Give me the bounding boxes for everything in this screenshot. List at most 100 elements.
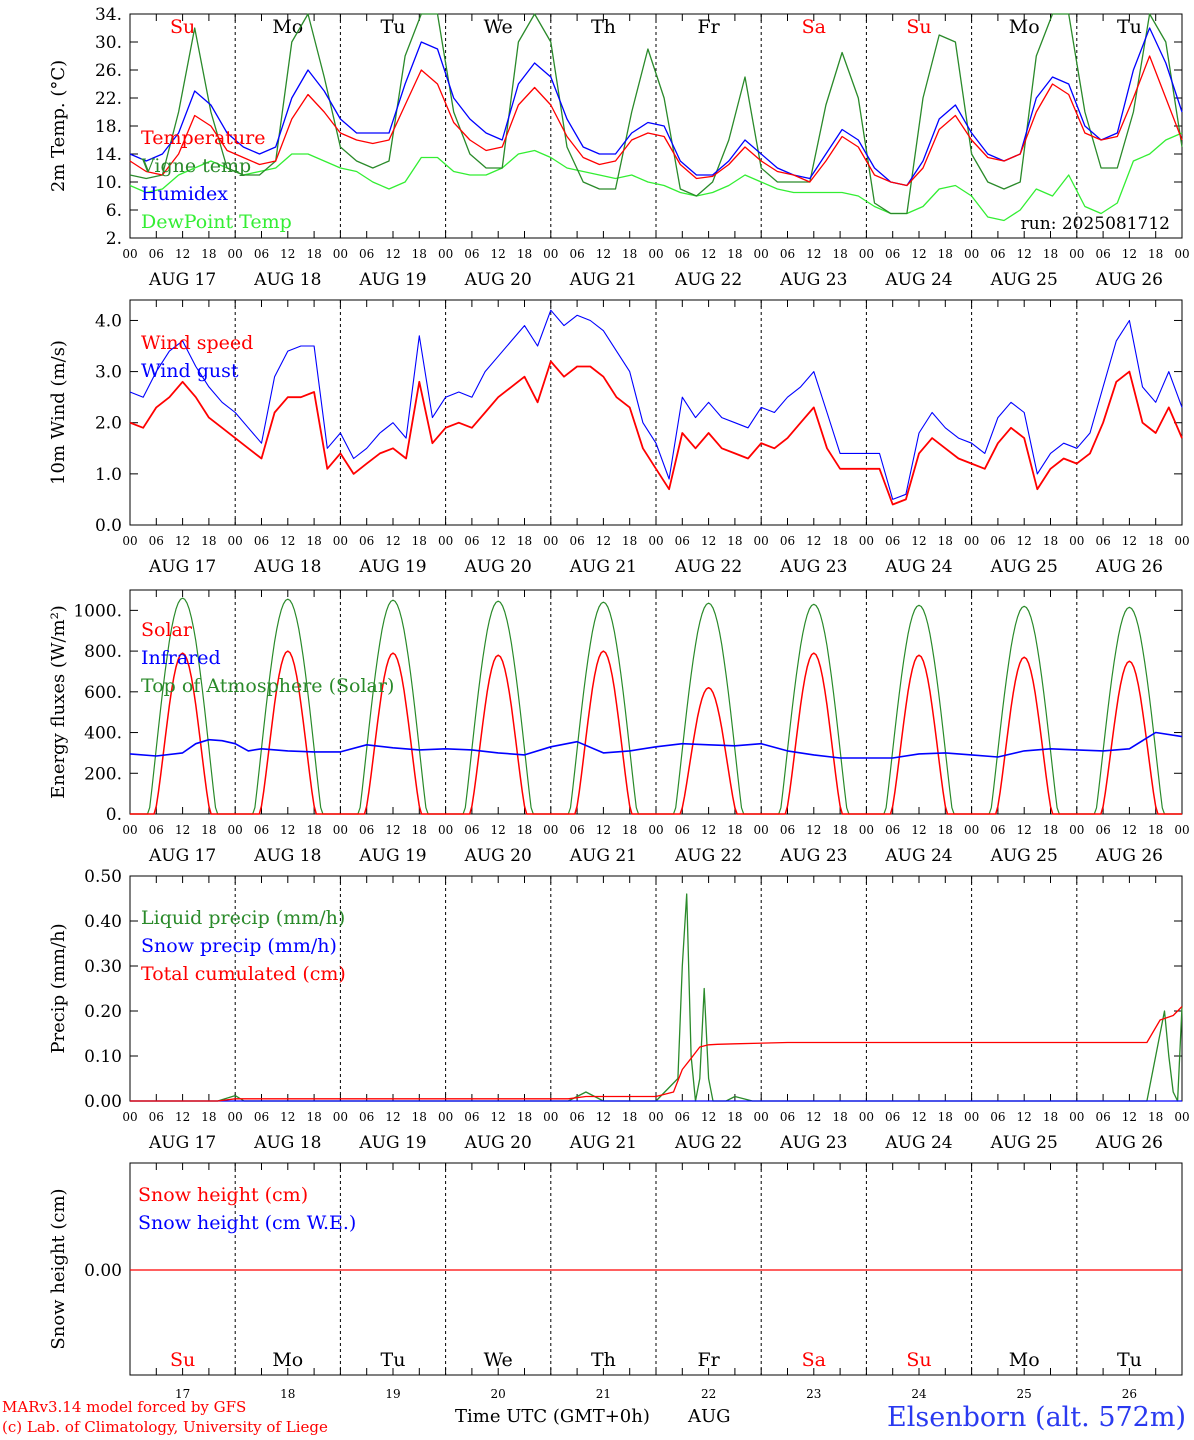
hour-tick-label: 06 (675, 1110, 690, 1124)
weekday-label: Su (170, 1349, 195, 1371)
date-label: AUG 23 (779, 557, 847, 577)
date-label: AUG 22 (674, 557, 742, 577)
date-label: AUG 20 (464, 270, 532, 290)
weekday-label: Su (170, 16, 195, 38)
legend-entry: Liquid precip (mm/h) (141, 907, 345, 929)
hour-tick-label: 06 (254, 534, 269, 548)
y-tick-label: 6. (106, 201, 122, 221)
hour-tick-label: 06 (780, 534, 795, 548)
hour-tick-label: 12 (1017, 534, 1032, 548)
hour-tick-label: 12 (491, 247, 506, 261)
hour-tick-label: 18 (412, 823, 427, 837)
date-label: AUG 22 (674, 1133, 742, 1153)
hour-tick-label: 00 (859, 1110, 874, 1124)
hour-tick-label: 00 (1069, 823, 1084, 837)
precip-axis-label: Precip (mm/h) (48, 923, 69, 1053)
legend-entry: Snow height (cm W.E.) (138, 1212, 356, 1234)
hour-tick-label: 12 (1122, 534, 1137, 548)
hour-tick-label: 18 (306, 534, 321, 548)
hour-tick-label: 06 (780, 247, 795, 261)
hour-tick-label: 18 (727, 1110, 742, 1124)
hour-tick-label: 18 (622, 534, 637, 548)
month-label: AUG (688, 1406, 731, 1427)
y-tick-label: 0.40 (84, 912, 122, 932)
hour-tick-label: 06 (885, 1110, 900, 1124)
hour-tick-label: 06 (675, 534, 690, 548)
energy-axis-label: Energy fluxes (W/m²) (48, 605, 69, 799)
hour-tick-label: 18 (306, 1110, 321, 1124)
hour-tick-label: 18 (1043, 247, 1058, 261)
hour-tick-label: 12 (806, 534, 821, 548)
hour-tick-label: 00 (543, 534, 558, 548)
day-number-label: 22 (701, 1387, 716, 1401)
hour-tick-label: 00 (1069, 1110, 1084, 1124)
series-line-wind-speed (129, 360, 1183, 506)
hour-tick-label: 06 (359, 534, 374, 548)
hour-tick-label: 06 (569, 1110, 584, 1124)
date-label: AUG 23 (779, 846, 847, 866)
weekday-label: Mo (272, 1349, 303, 1371)
hour-tick-label: 06 (990, 823, 1005, 837)
date-label: AUG 21 (569, 846, 637, 866)
hour-tick-label: 18 (938, 1110, 953, 1124)
date-label: AUG 20 (464, 846, 532, 866)
y-tick-label: 34. (95, 5, 122, 25)
hour-tick-label: 18 (306, 823, 321, 837)
hour-tick-label: 18 (938, 247, 953, 261)
hour-tick-label: 00 (1069, 534, 1084, 548)
series-line-temperature (129, 55, 1183, 187)
hour-tick-label: 12 (1122, 823, 1137, 837)
hour-tick-label: 12 (385, 534, 400, 548)
hour-tick-label: 18 (832, 1110, 847, 1124)
hour-tick-label: 12 (385, 247, 400, 261)
series-line-liquid-precip-mm-h- (130, 893, 1183, 1102)
hour-tick-label: 00 (438, 823, 453, 837)
weekday-label: Sa (802, 16, 826, 38)
hour-tick-label: 00 (333, 823, 348, 837)
hour-tick-label: 06 (464, 823, 479, 837)
hour-tick-label: 12 (596, 534, 611, 548)
hour-tick-label: 18 (832, 823, 847, 837)
y-tick-label: 1000. (73, 601, 122, 621)
hour-tick-label: 00 (228, 247, 243, 261)
wind-axis-label: 10m Wind (m/s) (48, 340, 69, 485)
hour-tick-label: 12 (596, 823, 611, 837)
series-line-wind-gust (129, 309, 1183, 500)
date-label: AUG 21 (569, 1133, 637, 1153)
date-label: AUG 19 (358, 846, 426, 866)
date-label: AUG 18 (253, 270, 321, 290)
hour-tick-label: 00 (648, 1110, 663, 1124)
hour-tick-label: 06 (569, 534, 584, 548)
date-label: AUG 26 (1095, 846, 1163, 866)
hour-tick-label: 18 (938, 534, 953, 548)
hour-tick-label: 00 (438, 1110, 453, 1124)
hour-tick-label: 00 (754, 1110, 769, 1124)
hour-tick-label: 18 (412, 1110, 427, 1124)
hour-tick-label: 00 (648, 823, 663, 837)
hour-tick-label: 06 (1095, 823, 1110, 837)
y-tick-label: 0.10 (84, 1047, 122, 1067)
hour-tick-label: 18 (1148, 823, 1163, 837)
hour-tick-label: 12 (280, 823, 295, 837)
date-label: AUG 26 (1095, 1133, 1163, 1153)
date-label: AUG 17 (148, 270, 216, 290)
hour-tick-label: 00 (333, 247, 348, 261)
hour-tick-label: 06 (359, 247, 374, 261)
hour-tick-label: 12 (596, 1110, 611, 1124)
hour-tick-label: 12 (596, 247, 611, 261)
y-tick-label: 22. (95, 89, 122, 109)
hour-tick-label: 12 (1122, 247, 1137, 261)
y-tick-label: 4.0 (95, 311, 122, 331)
hour-tick-label: 00 (964, 247, 979, 261)
hour-tick-label: 12 (175, 247, 190, 261)
hour-tick-label: 06 (149, 247, 164, 261)
hour-tick-label: 12 (280, 1110, 295, 1124)
date-label: AUG 26 (1095, 557, 1163, 577)
station-name: Elsenborn (alt. 572m) (887, 1402, 1186, 1433)
date-label: AUG 17 (148, 846, 216, 866)
legend-entry: Wind gust (141, 360, 239, 382)
hour-tick-label: 18 (1043, 1110, 1058, 1124)
date-label: AUG 22 (674, 846, 742, 866)
hour-tick-label: 18 (1148, 247, 1163, 261)
series-line-vigne-temp (129, 13, 1183, 215)
